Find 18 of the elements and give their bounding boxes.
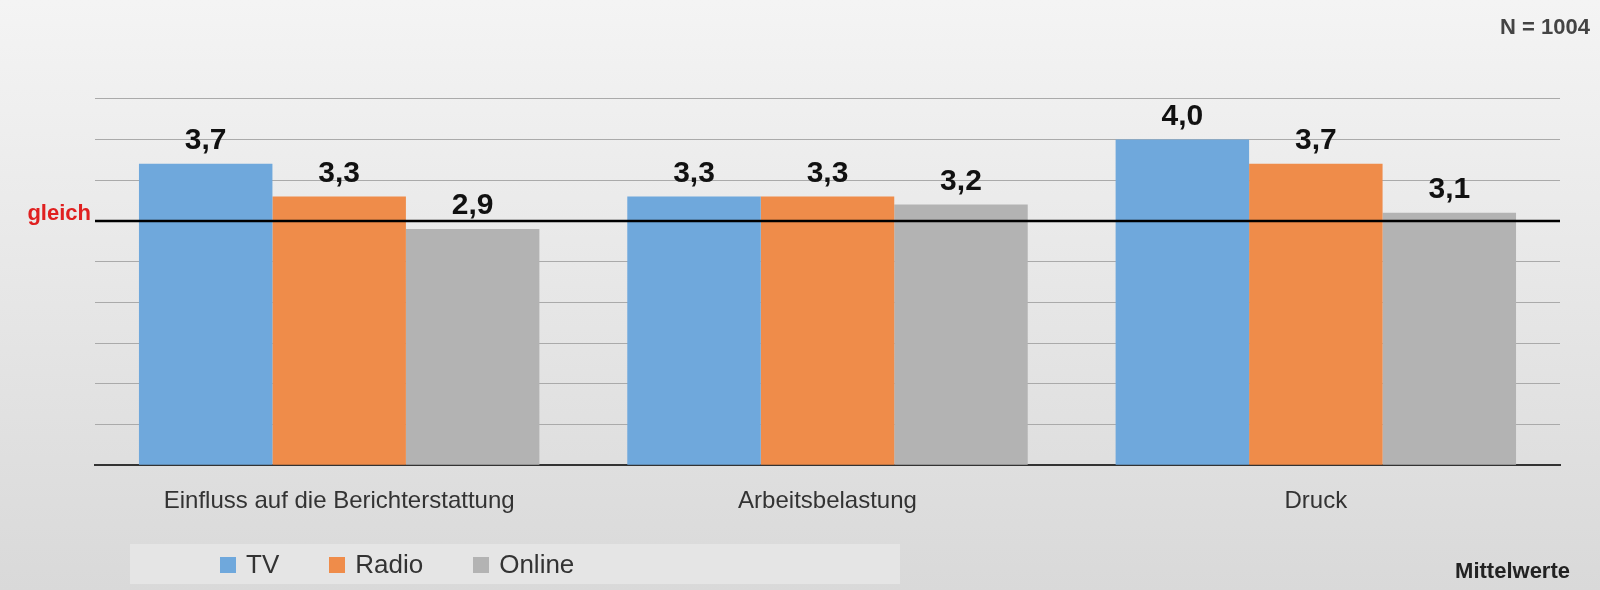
- text: Mittelwerte: [1455, 558, 1570, 584]
- data-label: 4,0: [1161, 97, 1204, 131]
- data-label: 3,7: [184, 122, 227, 156]
- text: N = 1004: [1500, 14, 1590, 40]
- data-label: 3,1: [1428, 171, 1471, 204]
- legend-label: Radio: [354, 548, 424, 580]
- ref-line-label: gleich: [27, 199, 91, 225]
- x-tick-label: Einfluss auf die Berichterstattung: [163, 486, 515, 514]
- data-label: 3,3: [673, 154, 715, 188]
- data-label: 3,3: [318, 154, 361, 188]
- legend-label: Online: [498, 548, 575, 580]
- x-tick-label: Arbeitsbelastung: [738, 486, 917, 514]
- data-label: 3,2: [940, 162, 982, 196]
- legend-label: TV: [245, 548, 280, 580]
- data-label: 3,7: [1294, 122, 1337, 156]
- x-tick-label: Druck: [1284, 486, 1349, 514]
- data-label: 3,3: [806, 154, 849, 188]
- data-label: 2,9: [451, 187, 494, 221]
